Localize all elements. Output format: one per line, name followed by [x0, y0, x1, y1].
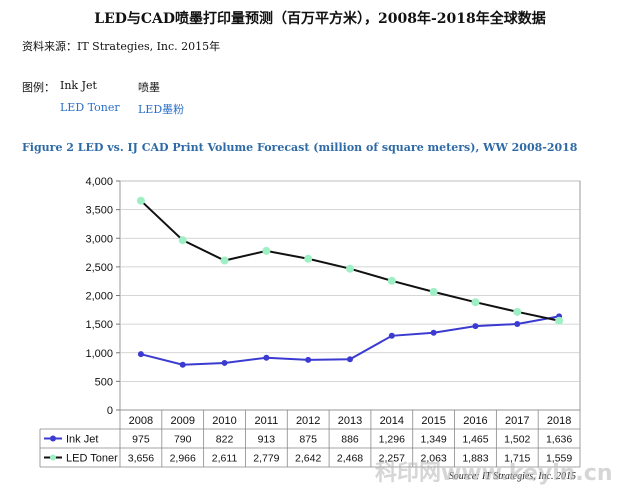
series-name: Ink Jet [66, 434, 98, 446]
table-value: 822 [216, 434, 234, 446]
grid [119, 180, 581, 411]
inkjet-point [430, 329, 437, 336]
page-title: LED与CAD喷墨打印量预测（百万平方米），2008年-2018年全球数据 [94, 11, 546, 27]
inkjet-point [347, 356, 353, 363]
watermark: 科印网www.keyin.cn [375, 461, 613, 486]
inkjet-point [472, 323, 479, 330]
y-tick-label: 1,500 [85, 319, 113, 331]
table-value: 3,656 [128, 453, 154, 465]
table-value: 1,296 [379, 434, 405, 446]
y-axis: 0 500 1,000 1,500 2,000 2,500 3,000 3,500 4,000 [85, 176, 120, 417]
x-category-label: 2017 [505, 415, 529, 427]
led-toner-point [513, 307, 522, 316]
table-value: 1,349 [420, 434, 446, 446]
table-value: 2,063 [420, 453, 446, 465]
y-tick-label: 1,000 [85, 348, 113, 360]
led-toner-point [387, 276, 396, 285]
inkjet-point [221, 359, 228, 366]
table-value: 875 [299, 434, 317, 446]
x-category-label: 2013 [338, 415, 362, 427]
x-category-label: 2012 [296, 415, 320, 427]
y-tick-label: 0 [107, 405, 113, 417]
table-value: 886 [341, 434, 359, 446]
led-toner-point [471, 298, 480, 307]
table-value: 2,611 [212, 453, 238, 465]
led-toner-point [346, 264, 354, 273]
x-category-label: 2011 [255, 415, 279, 427]
led-toner-point [262, 246, 271, 255]
table-value: 1,636 [546, 434, 572, 446]
x-category-label: 2015 [421, 415, 445, 427]
table-value: 790 [174, 434, 192, 446]
inkjet-point [305, 356, 312, 363]
x-category-label: 2016 [463, 415, 487, 427]
inkjet-point [179, 361, 186, 368]
legend-swatch-marker [50, 435, 56, 442]
y-tick-label: 4,000 [85, 176, 113, 188]
legend-led-zh: LED墨粉 [138, 103, 185, 116]
table-value: 1,883 [462, 453, 488, 465]
led-toner-point [136, 196, 145, 205]
source-note: Source: IT Strategies, Inc. 2015 [449, 471, 576, 482]
table-value: 913 [258, 434, 276, 446]
y-tick-label: 2,500 [85, 262, 113, 274]
table-value: 2,966 [170, 453, 196, 465]
x-category-label: 2009 [170, 415, 194, 427]
y-tick-label: 2,000 [85, 291, 113, 303]
led-toner-point [178, 236, 187, 245]
inkjet-point [263, 354, 270, 361]
table-value: 975 [132, 434, 150, 446]
figure-title: Figure 2 LED vs. IJ CAD Print Volume For… [22, 141, 578, 154]
x-category-label: 2008 [129, 415, 153, 427]
y-tick-label: 500 [95, 376, 113, 388]
series-name: LED Toner [66, 453, 118, 465]
table-value: 2,642 [295, 453, 321, 465]
led-toner-point [429, 287, 438, 296]
inkjet-point [388, 332, 395, 339]
line-chart: 05001,0001,5002,0002,5003,0003,5004,000 … [39, 176, 581, 482]
table-value: 2,779 [253, 453, 279, 465]
series-line-1 [140, 199, 560, 322]
led-toner-point [304, 254, 313, 263]
y-tick-label: 3,500 [85, 205, 113, 217]
table-value: 1,502 [504, 434, 530, 446]
legend-led-en: LED Toner [60, 101, 120, 114]
legend-swatch-marker [50, 454, 56, 461]
series-lines [136, 196, 564, 368]
inkjet-point [514, 321, 521, 328]
led-toner-point [220, 256, 229, 265]
inkjet-point [137, 351, 144, 358]
table-value: 1,559 [546, 453, 572, 465]
led-toner-point [555, 316, 564, 325]
x-category-label: 2018 [547, 415, 571, 427]
y-tick-label: 3,000 [85, 233, 113, 245]
table-value: 2,468 [337, 453, 363, 465]
x-category-label: 2010 [212, 415, 236, 427]
legend-inkjet-en: Ink Jet [60, 79, 97, 92]
source-line: 资料来源：IT Strategies, Inc. 2015年 [22, 40, 221, 53]
table-value: 1,715 [504, 453, 530, 465]
table-value: 2,257 [379, 453, 405, 465]
legend-label: 图例： [22, 81, 55, 94]
data-table: 2008 2009 2010 2011 2012 2013 2014 2015 2016 2017… [39, 409, 581, 482]
table-value: 1,465 [462, 434, 488, 446]
legend-inkjet-zh: 喷墨 [138, 81, 160, 94]
x-category-label: 2014 [380, 415, 404, 427]
